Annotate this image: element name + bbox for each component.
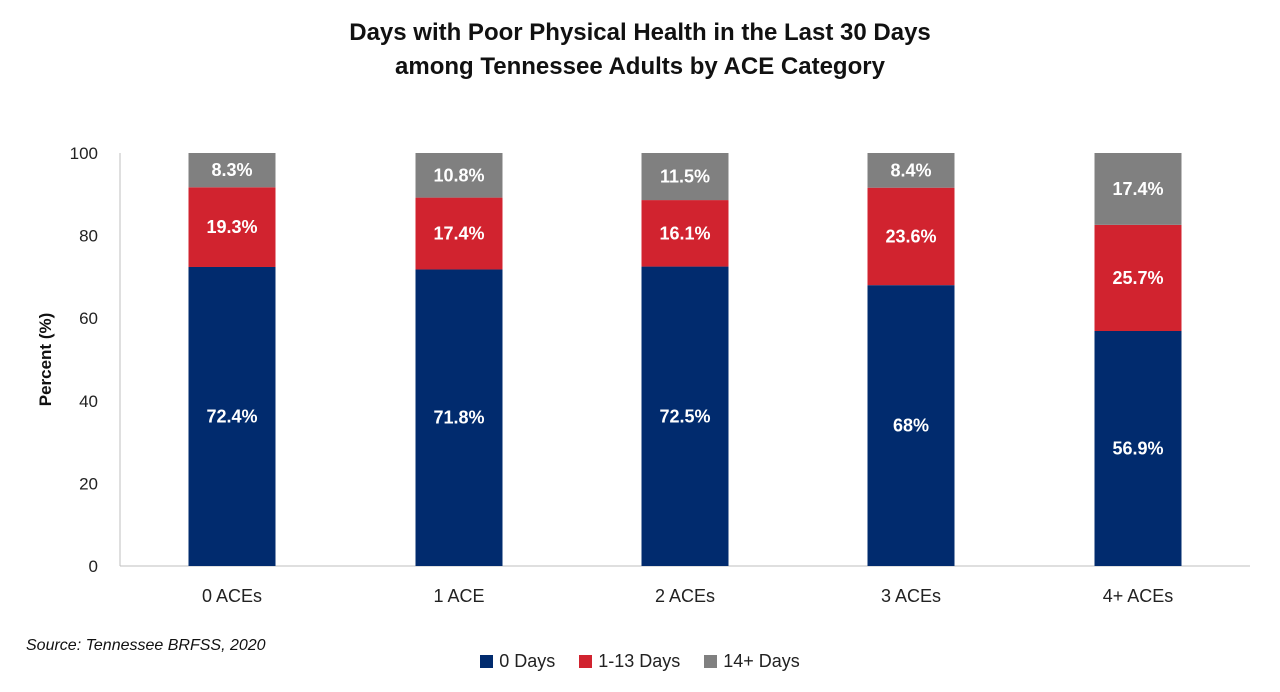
x-tick-label: 1 ACE <box>433 586 484 606</box>
bar-segment-0-days <box>415 269 503 566</box>
bar-segment-0-days <box>641 266 729 566</box>
data-label: 8.3% <box>211 160 252 180</box>
y-tick-label: 80 <box>79 227 98 246</box>
data-label: 10.8% <box>433 165 484 185</box>
data-label: 68% <box>893 416 929 436</box>
data-label: 16.1% <box>659 223 710 243</box>
data-label: 11.5% <box>660 167 710 187</box>
source-note: Source: Tennessee BRFSS, 2020 <box>26 637 266 654</box>
legend-label: 1-13 Days <box>598 651 681 671</box>
y-tick-label: 100 <box>70 144 98 163</box>
bar-segment-0-days <box>1094 331 1182 566</box>
bar-segment-1-13-days <box>188 187 276 267</box>
y-tick-label: 0 <box>89 557 98 576</box>
chart-title-line-2: among Tennessee Adults by ACE Category <box>395 53 885 80</box>
data-label: 8.4% <box>890 160 931 180</box>
data-label: 72.4% <box>206 406 257 426</box>
bar-segment-14-days <box>867 153 955 188</box>
legend-label: 14+ Days <box>723 651 800 671</box>
legend-item: 14+ Days <box>704 651 800 672</box>
data-label: 71.8% <box>433 408 484 428</box>
legend-item: 1-13 Days <box>579 651 680 672</box>
legend-swatch <box>704 655 718 668</box>
bar-segment-14-days <box>1094 153 1182 225</box>
y-tick-label: 20 <box>79 474 98 493</box>
bar-segment-14-days <box>415 153 503 198</box>
legend-swatch <box>579 655 593 668</box>
legend-swatch <box>480 655 494 668</box>
bar-segment-14-days <box>188 153 276 188</box>
x-tick-label: 2 ACEs <box>655 586 715 606</box>
y-axis-title: Percent (%) <box>36 313 55 407</box>
data-label: 25.7% <box>1112 268 1163 288</box>
bar-segment-1-13-days <box>415 197 503 270</box>
data-label: 56.9% <box>1112 439 1163 459</box>
legend: 0 Days 1-13 Days 14+ Days <box>0 651 1280 672</box>
data-label: 17.4% <box>1112 179 1163 199</box>
bar-segment-14-days <box>641 153 729 201</box>
bar-segment-1-13-days <box>641 200 729 267</box>
data-label: 23.6% <box>885 226 936 246</box>
legend-label: 0 Days <box>499 651 556 671</box>
data-label: 19.3% <box>206 217 257 237</box>
x-tick-label: 0 ACEs <box>202 586 262 606</box>
bar-segment-1-13-days <box>1094 224 1182 332</box>
legend-item: 0 Days <box>480 651 555 672</box>
x-tick-label: 3 ACEs <box>881 586 941 606</box>
y-tick-label: 60 <box>79 309 98 328</box>
bar-segment-1-13-days <box>867 187 955 286</box>
data-label: 72.5% <box>659 406 710 426</box>
x-tick-label: 4+ ACEs <box>1103 586 1174 606</box>
chart-title: Days with Poor Physical Health in the La… <box>0 16 1280 84</box>
bar-segment-0-days <box>188 266 276 566</box>
data-label: 17.4% <box>433 224 484 244</box>
bar-segment-0-days <box>867 285 955 566</box>
chart-title-line-1: Days with Poor Physical Health in the La… <box>349 19 931 46</box>
y-tick-label: 40 <box>79 392 98 411</box>
